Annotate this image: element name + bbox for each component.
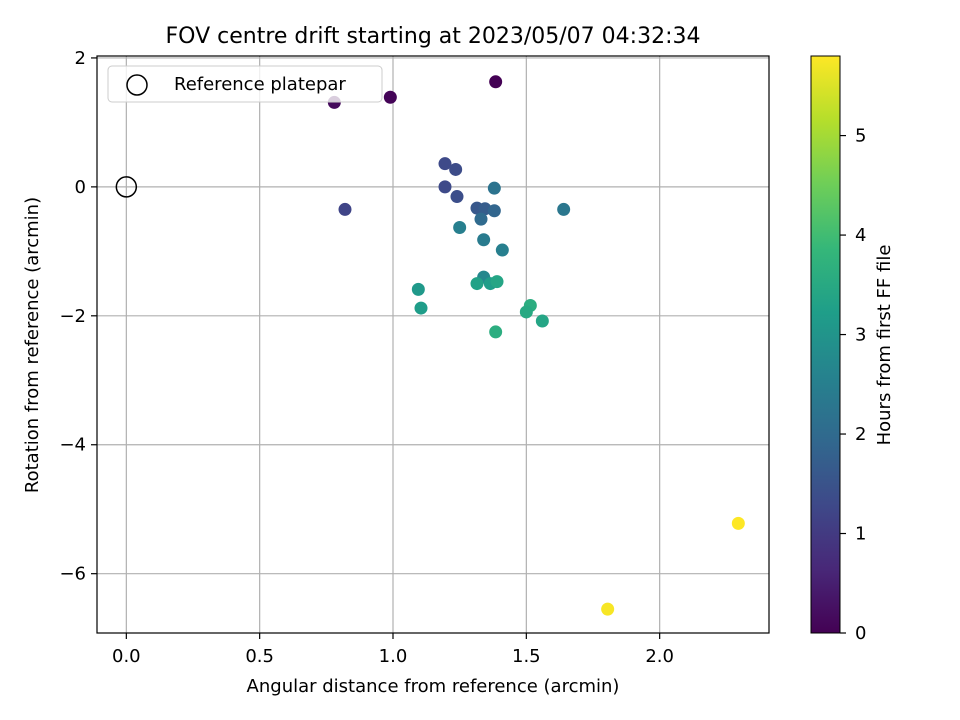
scatter-point xyxy=(489,325,503,339)
x-axis-ticks: 0.0 0.5 1.0 1.5 2.0 xyxy=(112,633,674,667)
plot-area xyxy=(96,55,770,634)
y-tick-label: 2 xyxy=(75,48,86,69)
scatter-point xyxy=(490,275,504,289)
scatter-point xyxy=(338,202,352,216)
colorbar-tick-label: 3 xyxy=(855,325,866,346)
x-axis-label: Angular distance from reference (arcmin) xyxy=(247,676,620,697)
colorbar-label: Hours from first FF file xyxy=(874,245,895,446)
colorbar-tick-label: 5 xyxy=(855,126,866,147)
colorbar-tick-label: 4 xyxy=(855,225,866,246)
scatter-point xyxy=(487,204,501,218)
y-tick-label: −4 xyxy=(59,435,86,456)
scatter-point xyxy=(535,314,549,328)
plot-frame xyxy=(96,55,770,634)
scatter-point xyxy=(489,75,503,89)
y-axis-ticks: 2 0 −2 −4 −6 xyxy=(59,48,97,585)
x-tick-label: 2.0 xyxy=(645,646,674,667)
y-tick-label: 0 xyxy=(75,177,86,198)
scatter-point xyxy=(477,233,491,247)
x-tick-label: 1.0 xyxy=(379,646,408,667)
scatter-point xyxy=(449,162,463,176)
scatter-point xyxy=(519,305,533,319)
x-tick-label: 0.0 xyxy=(112,646,141,667)
reference-platepar-marker xyxy=(115,176,138,198)
scatter-point xyxy=(414,301,428,315)
legend: Reference platepar xyxy=(107,65,383,103)
scatter-point xyxy=(474,212,488,226)
scatter-point xyxy=(383,90,397,104)
colorbar-gradient xyxy=(810,55,841,634)
x-tick-label: 1.5 xyxy=(512,646,541,667)
grid-lines xyxy=(97,56,769,633)
scatter-point xyxy=(601,602,615,616)
data-points xyxy=(327,75,745,616)
scatter-point xyxy=(495,243,509,257)
y-tick-label: −2 xyxy=(59,306,86,327)
scatter-point xyxy=(487,181,501,195)
y-axis-label: Rotation from reference (arcmin) xyxy=(22,197,43,493)
x-tick-label: 0.5 xyxy=(245,646,274,667)
reference-layer xyxy=(115,176,138,198)
legend-marker-open-circle xyxy=(126,74,148,96)
legend-box xyxy=(107,65,383,103)
scatter-point xyxy=(411,282,425,296)
scatter-point xyxy=(453,220,467,234)
colorbar-ticks: 0 1 2 3 4 5 xyxy=(840,126,866,644)
colorbar: 0 1 2 3 4 5 Hours from first FF file xyxy=(810,55,895,644)
legend-entry-label: Reference platepar xyxy=(174,74,346,95)
plot-background xyxy=(97,56,769,633)
scatter-point xyxy=(438,157,452,171)
scatter-point xyxy=(731,516,745,530)
scatter-point xyxy=(438,180,452,194)
colorbar-tick-label: 1 xyxy=(855,524,866,545)
scatter-point xyxy=(557,202,571,216)
chart-title: FOV centre drift starting at 2023/05/07 … xyxy=(166,24,701,49)
colorbar-tick-label: 0 xyxy=(855,623,866,644)
scatter-point xyxy=(450,190,464,204)
colorbar-tick-label: 2 xyxy=(855,424,866,445)
scatter-point xyxy=(470,277,484,291)
y-tick-label: −6 xyxy=(59,564,86,585)
